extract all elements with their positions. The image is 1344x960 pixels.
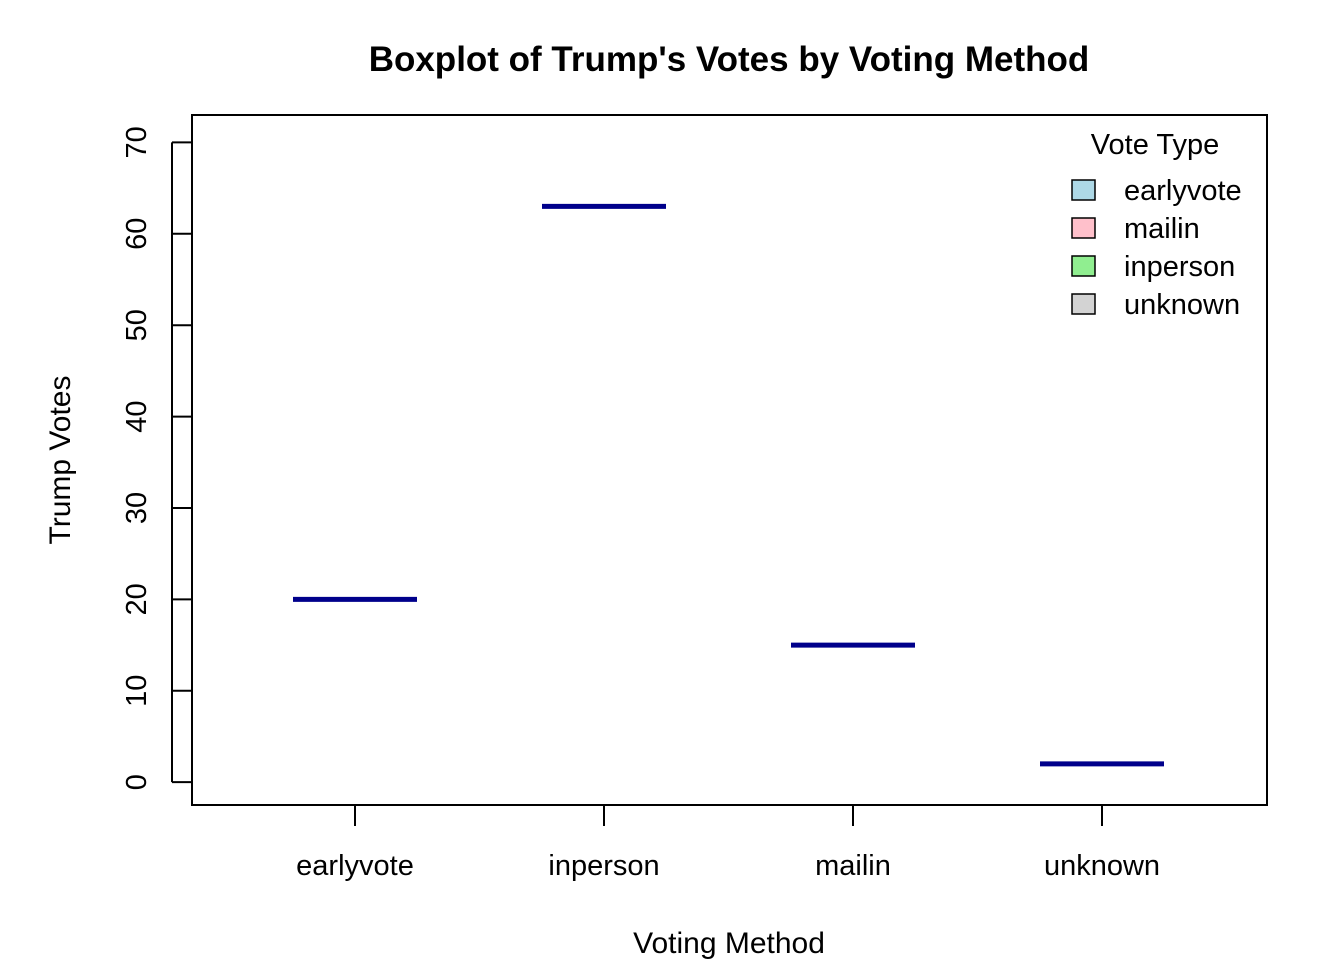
legend-swatch-inperson: [1071, 255, 1096, 277]
y-tick-label: 40: [121, 400, 153, 432]
plot-area-frame: [191, 114, 1268, 806]
y-tick-label: 10: [121, 675, 153, 707]
x-tick-label: earlyvote: [296, 850, 414, 882]
y-tick-label: 70: [121, 126, 153, 158]
y-axis-title: Trump Votes: [44, 376, 77, 545]
legend-swatch-mailin: [1071, 217, 1096, 239]
x-tick-label: inperson: [548, 850, 659, 882]
legend-label-mailin: mailin: [1124, 213, 1200, 245]
median-lines: [293, 203, 1164, 767]
legend-label-earlyvote: earlyvote: [1124, 175, 1242, 207]
legend-label-inperson: inperson: [1124, 251, 1235, 283]
y-tick-label: 60: [121, 218, 153, 250]
legend-swatch-unknown: [1071, 293, 1096, 315]
chart-title: Boxplot of Trump's Votes by Voting Metho…: [369, 40, 1090, 79]
x-tick-label: unknown: [1044, 850, 1160, 882]
x-axis: earlyvote inperson mailin unknown: [296, 804, 1160, 882]
legend-label-unknown: unknown: [1124, 289, 1240, 321]
y-tick-label: 50: [121, 309, 153, 341]
x-axis-title: Voting Method: [633, 927, 825, 960]
legend: Vote Type earlyvote mailin inperson unknown: [1071, 129, 1242, 321]
legend-title: Vote Type: [1091, 129, 1219, 161]
y-tick-label: 30: [121, 492, 153, 524]
x-tick-label: mailin: [815, 850, 891, 882]
y-axis: 0 10 20 30 40 50 60 70: [121, 126, 192, 790]
y-tick-label: 0: [121, 774, 153, 790]
legend-swatch-earlyvote: [1071, 179, 1096, 201]
y-tick-label: 20: [121, 583, 153, 615]
